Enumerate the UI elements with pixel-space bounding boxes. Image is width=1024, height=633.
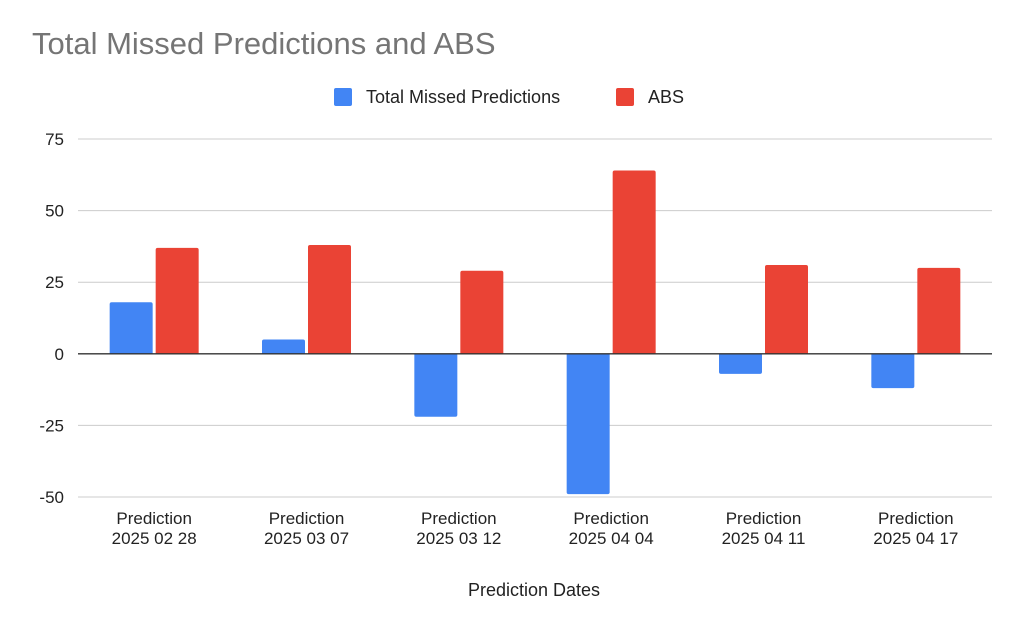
bar-abs-6[interactable] bbox=[917, 267, 961, 354]
bars bbox=[109, 170, 961, 495]
x-tick-label: Prediction 2025 02 28 bbox=[112, 509, 197, 548]
bar-abs-3[interactable] bbox=[460, 270, 504, 354]
bar-abs-5[interactable] bbox=[765, 265, 808, 354]
x-tick-label: Prediction 2025 04 17 bbox=[873, 509, 958, 548]
legend-item-total-missed[interactable]: Total Missed Predictions bbox=[334, 85, 560, 109]
legend-swatch-total-missed bbox=[334, 88, 352, 106]
legend: Total Missed Predictions ABS bbox=[0, 85, 1024, 109]
x-axis-title: Prediction Dates bbox=[468, 580, 600, 600]
legend-item-abs[interactable]: ABS bbox=[616, 85, 684, 109]
legend-label-abs: ABS bbox=[648, 86, 685, 107]
legend-swatch-abs bbox=[616, 88, 634, 106]
bar-total-missed-1[interactable] bbox=[109, 302, 153, 354]
bar-total-missed-3[interactable] bbox=[414, 353, 458, 417]
chart-title: Total Missed Predictions and ABS bbox=[32, 26, 496, 61]
gridlines bbox=[78, 138, 992, 498]
x-tick-label: Prediction 2025 03 12 bbox=[416, 509, 501, 548]
bar-total-missed-4[interactable] bbox=[566, 353, 610, 495]
y-tick-label: 50 bbox=[45, 202, 64, 221]
x-tick-label: Prediction 2025 03 07 bbox=[264, 509, 349, 548]
y-tick-label: 25 bbox=[45, 273, 64, 292]
y-tick-label: 75 bbox=[45, 130, 64, 149]
bar-abs-4[interactable] bbox=[612, 170, 656, 354]
bar-abs-2[interactable] bbox=[308, 244, 351, 354]
x-tick-label: Prediction 2025 04 11 bbox=[722, 509, 806, 548]
y-tick-label: -25 bbox=[39, 416, 64, 435]
legend-label-total-missed: Total Missed Predictions bbox=[366, 86, 561, 107]
bar-total-missed-5[interactable] bbox=[719, 353, 762, 374]
y-tick-label: -50 bbox=[39, 488, 64, 507]
bar-abs-1[interactable] bbox=[155, 247, 199, 354]
x-axis-ticks: Prediction 2025 02 28 Prediction 2025 03 07… bbox=[112, 509, 959, 548]
bar-total-missed-2[interactable] bbox=[262, 339, 305, 354]
y-tick-label: 0 bbox=[55, 345, 64, 364]
x-tick-label: Prediction 2025 04 04 bbox=[569, 509, 654, 548]
bar-total-missed-6[interactable] bbox=[871, 353, 915, 389]
y-axis-ticks: 75 50 25 0 -25 -50 bbox=[39, 130, 64, 507]
